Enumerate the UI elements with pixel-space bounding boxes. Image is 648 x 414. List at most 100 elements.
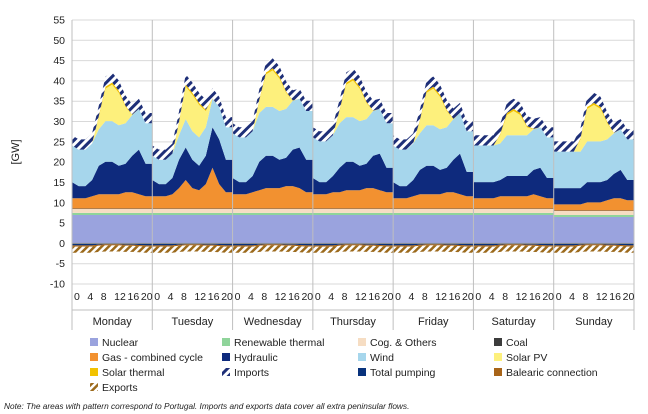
area-hydraulic <box>232 147 313 195</box>
x-hour-label: 16 <box>449 291 461 303</box>
area-solar_pv <box>473 111 554 146</box>
x-hour-label: 20 <box>141 291 153 303</box>
area-solar_pv <box>232 70 313 138</box>
area-renewable_thermal <box>312 212 394 215</box>
y-tick-label: 0 <box>59 238 65 250</box>
legend-swatch-solar_pv <box>494 353 502 361</box>
y-tick-labels: -10 -5 0 5 10 15 20 25 30 35 40 45 50 55 <box>50 15 65 291</box>
area-hydraulic <box>393 153 474 199</box>
area-exports <box>152 245 233 253</box>
x-hour-label: 20 <box>462 291 474 303</box>
x-hour-label: 0 <box>556 291 562 303</box>
area-hydraulic <box>152 127 233 197</box>
area-cog_others <box>72 208 153 213</box>
legend-swatch-exports <box>90 383 98 391</box>
y-tick-label: 55 <box>53 15 65 27</box>
x-hour-label: 16 <box>288 291 300 303</box>
area-ccgt <box>393 192 474 209</box>
area-wind <box>152 98 233 185</box>
legend-label-cog_others: Cog. & Others <box>370 337 437 349</box>
x-hour-label: 16 <box>609 291 621 303</box>
y-tick-label: 20 <box>53 157 65 169</box>
area-ccgt <box>553 198 634 211</box>
area-wind <box>393 113 474 187</box>
area-wind <box>232 98 313 183</box>
area-nuclear <box>393 215 474 244</box>
axes <box>71 20 635 330</box>
legend-label-exports: Exports <box>102 382 138 394</box>
day-areas <box>312 68 394 253</box>
legend-label-balearic: Balearic connection <box>506 367 598 379</box>
x-hour-label: 0 <box>315 291 321 303</box>
legend-swatch-cog_others <box>358 338 366 346</box>
legend-label-ccgt: Gas - combined cycle <box>102 352 203 364</box>
area-exports <box>553 245 634 253</box>
x-hour-label: 16 <box>208 291 220 303</box>
legend-swatch-hydraulic <box>222 353 230 361</box>
area-ccgt <box>152 167 233 209</box>
day-areas <box>72 72 153 253</box>
x-day-label: Saturday <box>492 316 537 328</box>
x-day-label: Friday <box>418 316 449 328</box>
area-imports <box>553 92 634 152</box>
x-hour-label: 20 <box>221 291 233 303</box>
x-hour-label: 8 <box>502 291 508 303</box>
area-wind <box>312 108 394 183</box>
area-total_pumping <box>232 243 313 246</box>
y-tick-label: -10 <box>50 279 65 291</box>
area-solar_pv <box>312 80 394 142</box>
x-hour-label: 12 <box>275 291 287 303</box>
area-cog_others <box>232 208 313 213</box>
x-hour-label: 4 <box>87 291 93 303</box>
area-ccgt <box>473 194 554 209</box>
area-exports <box>232 245 313 253</box>
legend-swatch-balearic <box>494 368 502 376</box>
x-hour-label: 8 <box>422 291 428 303</box>
legend-swatch-wind <box>358 353 366 361</box>
x-hour-label: 8 <box>101 291 107 303</box>
area-imports <box>393 76 474 150</box>
area-cog_others <box>312 208 394 213</box>
x-hour-label: 16 <box>529 291 541 303</box>
legend-label-hydraulic: Hydraulic <box>234 352 278 364</box>
area-solar_pv <box>393 88 474 150</box>
x-hour-label: 12 <box>355 291 367 303</box>
area-imports <box>473 98 554 146</box>
area-exports <box>393 245 474 253</box>
x-hour-label: 0 <box>395 291 401 303</box>
day-areas <box>473 98 554 253</box>
area-imports <box>232 58 313 138</box>
x-hour-label: 4 <box>489 291 495 303</box>
y-tick-label: 50 <box>53 35 65 47</box>
area-imports <box>152 74 233 160</box>
area-total_pumping <box>473 243 554 246</box>
x-hour-label: 0 <box>235 291 241 303</box>
x-hour-label: 8 <box>261 291 267 303</box>
x-hour-label: 0 <box>74 291 80 303</box>
day-areas <box>393 76 474 253</box>
x-day-label: Thursday <box>330 316 376 328</box>
x-hour-label: 4 <box>248 291 254 303</box>
area-exports <box>72 245 153 253</box>
legend-label-solar_pv: Solar PV <box>506 352 547 364</box>
area-hydraulic <box>473 167 554 199</box>
area-cog_others <box>553 210 634 215</box>
area-total_pumping <box>152 243 233 246</box>
day-areas <box>553 92 634 253</box>
x-hour-label: 4 <box>569 291 575 303</box>
x-day-label: Monday <box>93 316 133 328</box>
legend-label-total_pumping: Total pumping <box>370 367 436 379</box>
area-wind <box>72 108 153 187</box>
legend-swatch-renewable_thermal <box>222 338 230 346</box>
x-hour-label: 12 <box>435 291 447 303</box>
y-tick-label: 10 <box>53 197 65 209</box>
x-hour-label: 8 <box>342 291 348 303</box>
series-areas <box>72 58 634 253</box>
x-hour-label: 20 <box>623 291 635 303</box>
area-wind <box>473 127 554 183</box>
x-day-label: Wednesday <box>244 316 302 328</box>
x-hour-label: 20 <box>382 291 394 303</box>
area-cog_others <box>473 208 554 213</box>
legend-label-solar_thermal: Solar thermal <box>102 367 164 379</box>
